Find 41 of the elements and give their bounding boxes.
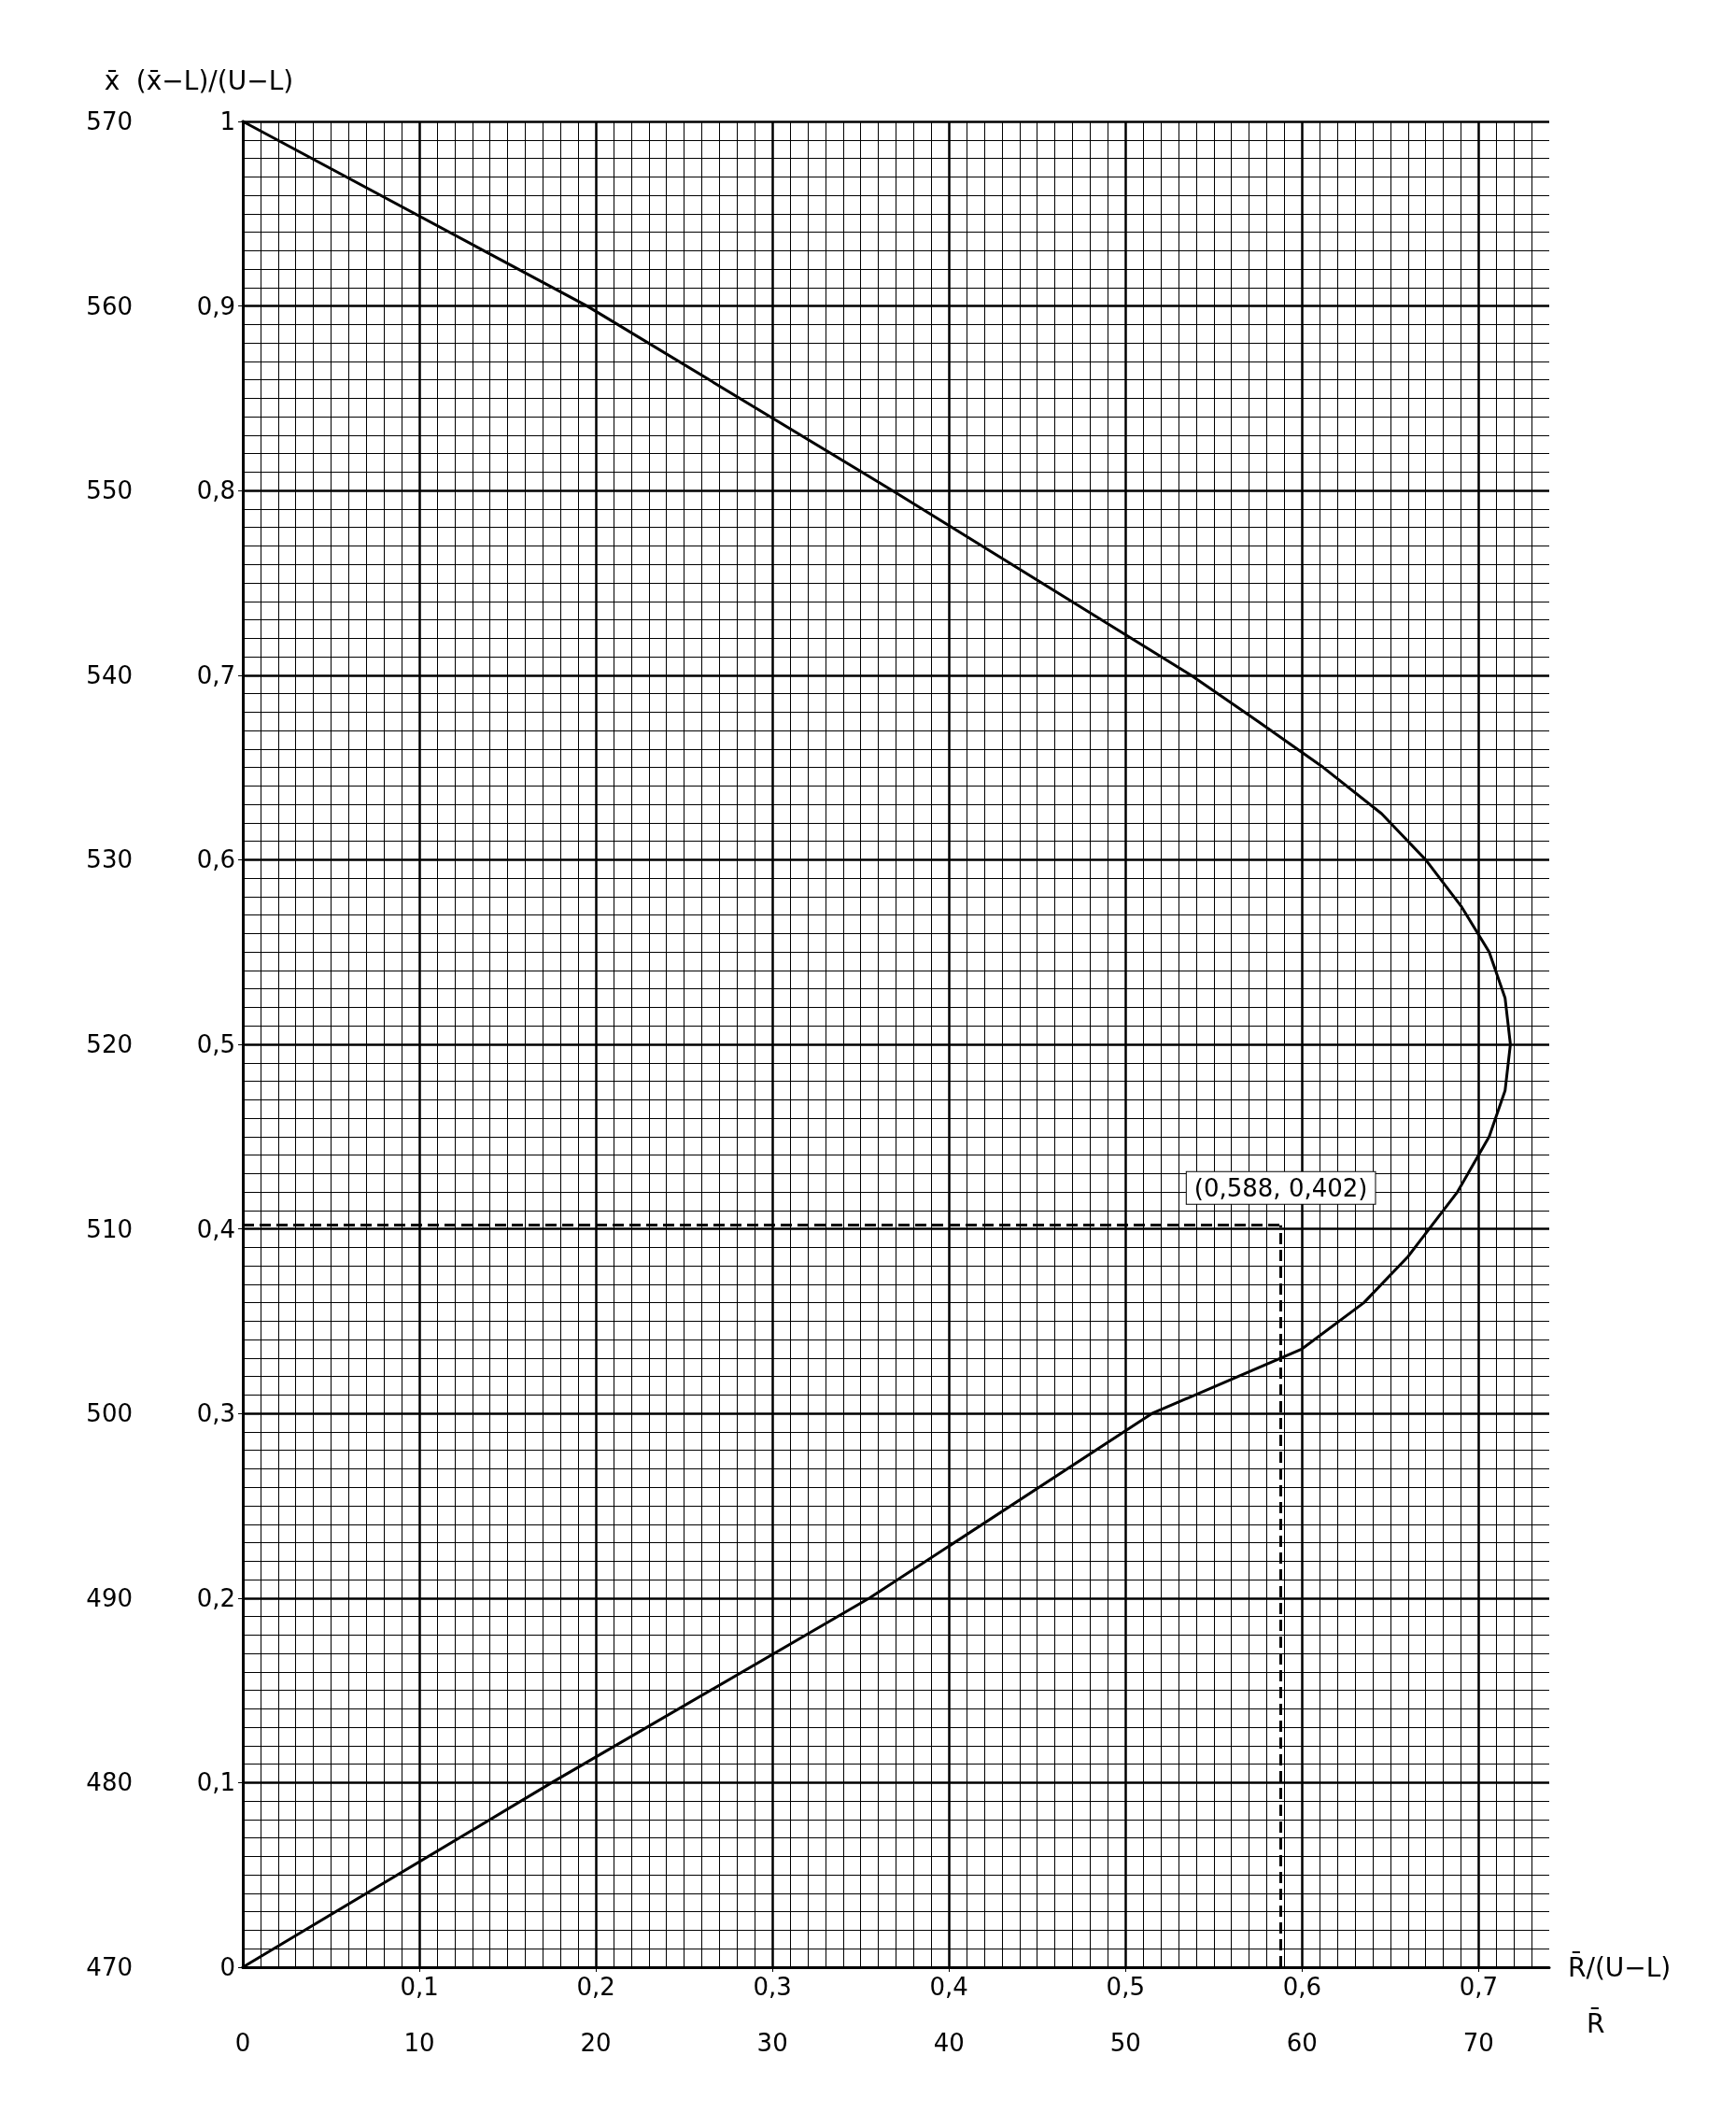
y2-tick-label: 470 xyxy=(86,1953,133,1981)
y2-axis-title: x̄ xyxy=(104,64,120,96)
y-tick-label: 0,8 xyxy=(196,476,235,505)
y-tick-label: 0,1 xyxy=(196,1768,235,1797)
x2-tick-label: 20 xyxy=(580,2029,612,2057)
y-tick-label: 0,5 xyxy=(196,1030,235,1058)
y-tick-label: 0,6 xyxy=(196,845,235,874)
y-tick-label: 0,4 xyxy=(196,1214,235,1243)
y2-tick-label: 480 xyxy=(86,1768,133,1797)
y2-tick-label: 530 xyxy=(86,845,133,874)
y-tick-label: 0,9 xyxy=(196,291,235,320)
y2-tick-label: 500 xyxy=(86,1399,133,1428)
annotation: (0,588, 0,402) xyxy=(1193,1173,1368,1202)
x-tick-label: 0,4 xyxy=(929,1973,968,2001)
y2-tick-label: 520 xyxy=(86,1030,133,1058)
y2-tick-label: 540 xyxy=(86,660,133,689)
y-tick-label: 0 xyxy=(219,1953,235,1981)
x2-tick-label: 10 xyxy=(403,2029,435,2057)
x-axis-title: R̄/(U−L) xyxy=(1568,1950,1672,1983)
y2-tick-label: 570 xyxy=(86,107,133,135)
x-tick-label: 0,2 xyxy=(576,1973,615,2001)
y2-tick-label: 550 xyxy=(86,476,133,505)
y2-tick-label: 510 xyxy=(86,1214,133,1243)
x2-tick-label: 50 xyxy=(1109,2029,1141,2057)
y-tick-label: 0,7 xyxy=(196,660,235,689)
y2-tick-label: 490 xyxy=(86,1583,133,1612)
y-tick-label: 0,3 xyxy=(196,1399,235,1428)
y-tick-label: 1 xyxy=(219,107,235,135)
x-tick-label: 0,5 xyxy=(1106,1973,1145,2001)
y-axis-title: (x̄−L)/(U−L) xyxy=(135,64,294,96)
x2-tick-label: 60 xyxy=(1286,2029,1318,2057)
x-tick-label: 0,3 xyxy=(753,1973,792,2001)
x2-axis-title: R̄ xyxy=(1587,2006,1605,2039)
x-tick-label: 0,6 xyxy=(1282,1973,1321,2001)
x2-tick-label: 40 xyxy=(933,2029,965,2057)
x2-tick-label: 70 xyxy=(1462,2029,1494,2057)
y2-tick-label: 560 xyxy=(86,291,133,320)
x-tick-label: 0,1 xyxy=(400,1973,439,2001)
x-tick-label: 0,7 xyxy=(1459,1973,1499,2001)
x2-tick-label: 30 xyxy=(756,2029,788,2057)
y-tick-label: 0,2 xyxy=(196,1583,235,1612)
